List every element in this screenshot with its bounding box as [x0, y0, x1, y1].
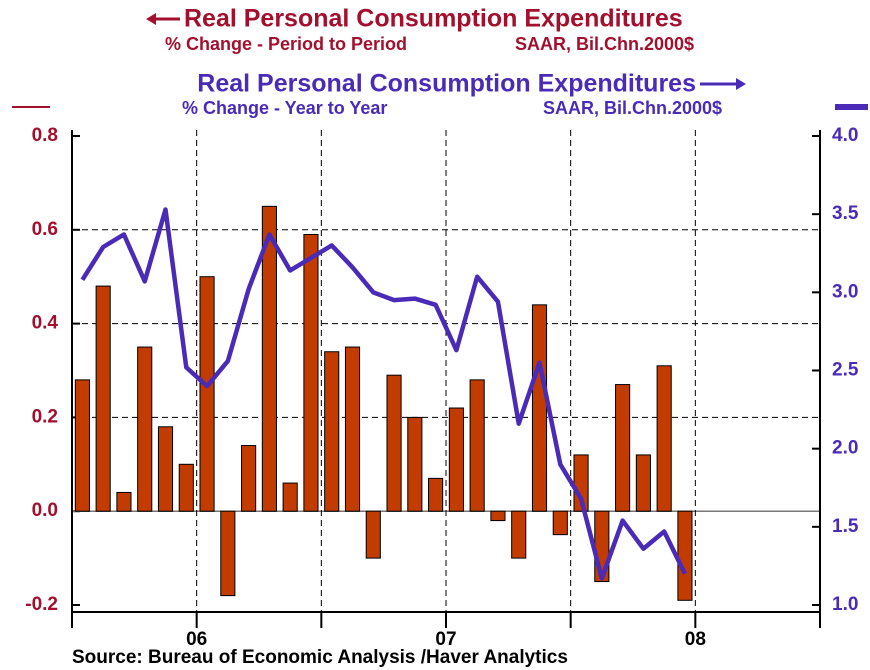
series-units: SAAR, Bil.Chn.2000$ [543, 98, 722, 118]
y2-tick-label: 2.5 [832, 360, 859, 381]
right-arrow-head [736, 78, 746, 90]
bar [365, 510, 381, 559]
bar [344, 346, 361, 512]
x-tick-label: 06 [186, 629, 207, 650]
series-title: Real Personal Consumption Expenditures [197, 70, 696, 98]
bar [677, 510, 693, 601]
y-tick-label: 0.4 [32, 313, 59, 334]
series-subtitle: % Change - Period to Period [165, 34, 407, 54]
y-tick-label: 0.2 [32, 406, 58, 427]
bar [386, 374, 402, 512]
y2-tick-label: 2.0 [832, 438, 858, 459]
bar [448, 407, 464, 512]
bar [157, 426, 174, 512]
x-tick-label: 07 [435, 629, 456, 650]
bar [511, 510, 527, 559]
y2-tick-label: 1.5 [832, 516, 859, 537]
bar [490, 510, 506, 522]
bar [116, 491, 132, 512]
y-tick-label: 0.0 [32, 500, 58, 521]
y-tick-label: 0.6 [32, 219, 58, 240]
y2-tick-label: 4.0 [832, 125, 858, 146]
bar [261, 205, 277, 512]
x-tick-label: 08 [685, 629, 706, 650]
source-note: Source: Bureau of Economic Analysis /Hav… [72, 647, 568, 668]
bar [178, 463, 194, 512]
series-subtitle: % Change - Year to Year [182, 98, 387, 118]
y2-tick-label: 1.0 [832, 594, 858, 615]
series-title: Real Personal Consumption Expenditures [184, 5, 683, 33]
bar [199, 276, 215, 512]
bar [531, 304, 548, 512]
bar [552, 510, 568, 536]
series-units: SAAR, Bil.Chn.2000$ [515, 34, 694, 54]
left-arrow-head [146, 13, 156, 25]
y-tick-label: 0.8 [32, 125, 58, 146]
bar [137, 346, 153, 512]
y2-tick-label: 3.5 [832, 203, 859, 224]
header: Real Personal Consumption Expenditures %… [12, 5, 868, 118]
bar [241, 445, 257, 512]
bar [615, 384, 631, 512]
bar [282, 482, 298, 512]
bar [324, 351, 340, 512]
bar [303, 233, 319, 512]
y-tick-label: -0.2 [25, 594, 58, 615]
bar [220, 510, 236, 597]
bar [635, 454, 651, 512]
bar [407, 416, 423, 512]
y2-tick-label: 3.0 [832, 281, 858, 302]
bar [95, 285, 111, 512]
bar [74, 379, 90, 512]
bar [469, 379, 485, 512]
bar [656, 365, 672, 512]
line [80, 207, 687, 581]
bar [428, 477, 444, 512]
